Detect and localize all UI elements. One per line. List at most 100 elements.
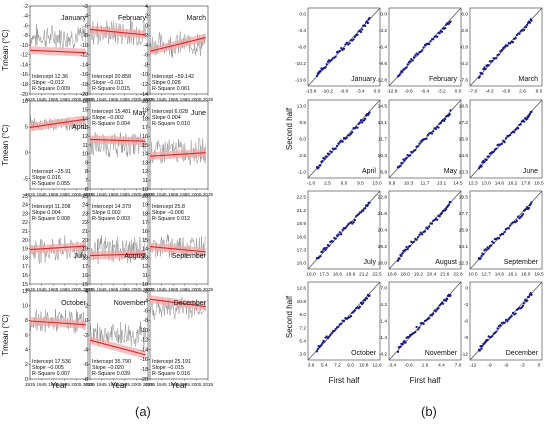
x-tick-label: 12.6 [372,363,382,369]
y-axis-label: Second half [285,107,294,150]
y-tick-label: -4 [143,299,148,305]
y-tick-label: -10 [20,43,28,49]
qq-point [353,218,357,222]
x-tick-label: 2025 [203,97,214,102]
qq-point [428,317,431,320]
y-tick-label: 19.9 [297,221,307,227]
y-tick-label: -9 [464,335,469,341]
temperature-series [149,296,206,321]
y-tick-label: 19 [142,108,148,114]
y-tick-label: 14 [142,247,148,253]
y-tick-label: -4 [83,14,88,20]
y-tick-label: 19.2 [378,244,388,250]
qq-point [449,109,452,112]
x-tick-label: 9.0 [347,363,354,369]
trend-line [29,118,86,128]
qq-point [351,131,354,134]
x-tick-label: -7.6 [469,89,478,95]
x-tick-label: 1965 [168,382,179,387]
stat-rsquare: R-Square 0.007 [32,371,70,377]
qq-point [444,26,447,30]
y-tick-label: -6.4 [379,45,388,51]
x-tick-label: 18.5 [534,181,544,187]
x-tick-label: 1965 [168,287,179,292]
qq-point [527,295,531,298]
qq-point [434,310,438,313]
qq-point [365,297,369,300]
qq-point [344,226,347,230]
qq-point [360,121,364,124]
x-tick-label: 2025 [83,382,94,387]
x-tick-label: 1965 [108,192,119,197]
y-tick-label: 25 [22,194,28,200]
qq-point [415,238,418,241]
qq-point [325,335,328,338]
y-tick-label: 16 [82,99,88,105]
x-tick-label: 16.1 [508,272,518,278]
qq-point [411,59,414,62]
y-tick-label: 21.6 [378,211,388,217]
qq-point [499,323,502,327]
qq-point [348,134,351,137]
y-tick-label: -6 [143,53,148,59]
x-tick-label: 10.8 [359,363,369,369]
x-tick-label: 1985 [180,192,191,197]
y-tick-label: 14 [142,152,148,158]
x-tick-label: 7.2 [334,363,341,369]
qq-point [440,211,444,215]
stat-slope: Slope −0.020 [92,365,124,371]
y-tick-label: -18 [80,82,88,88]
y-tick-label: 14.5 [378,104,388,110]
trend-line [149,298,206,308]
qq-point [526,299,529,302]
y-tick-label: 0.0 [299,12,306,18]
qq-panel-april: April -1.0 2.5 6.0 9.5 13.0 13.0 9.5 6.0 2.5 -1.0 [297,99,382,187]
y-tick-label: 20.4 [378,228,388,234]
qq-point [445,299,448,302]
stat-rsquare: R-Square 0.008 [32,216,70,222]
qq-point [527,114,531,117]
x-tick-label: 11.7 [421,181,430,187]
x-tick-label: 2.6 [519,89,526,95]
qq-point [513,131,516,134]
y-tick-label: 16.0 [297,261,307,267]
qq-point [515,219,519,222]
qq-point [449,201,452,204]
qq-point [366,203,370,207]
qq-point [345,136,348,139]
x-tick-label: -6 [504,363,509,369]
qq-point [368,294,371,297]
y-tick-label: 17.2 [459,120,469,126]
qq-point [496,327,499,330]
qq-point [437,126,440,129]
qq-point [353,309,357,312]
qq-point [485,158,488,162]
x-tick-label: 18.0 [521,272,531,278]
y-tick-label: -10 [140,72,148,78]
qq-point [480,165,483,168]
x-tick-label: 2005 [131,382,142,387]
qq-point [481,344,484,348]
y-tick-label: 13.1 [378,120,388,126]
qq-point [482,253,485,256]
stat-intercept: Intercept 25.8 [152,204,185,210]
y-tick-label: 20 [82,238,88,244]
qq-point [337,142,340,145]
x-tick-label: 0.0 [455,89,462,95]
qq-point [495,56,498,60]
y-tick-label: -2 [143,289,148,295]
x-axis-label: Year [111,381,128,390]
qq-point [325,63,328,66]
y-tick-label: 16 [22,273,28,279]
y-tick-label: -12 [140,338,148,344]
x-tick-label: 2025 [203,287,214,292]
qq-point [334,147,337,150]
month-label: March [519,76,539,83]
x-tick-label: -9 [487,363,492,369]
qq-point [404,341,407,344]
x-tick-label: 1945 [96,287,107,292]
qq-panel-february: February -12.8 -9.6 -6.4 -3.2 0.0 0.0 -3.2 -6.4 -… [376,7,462,95]
